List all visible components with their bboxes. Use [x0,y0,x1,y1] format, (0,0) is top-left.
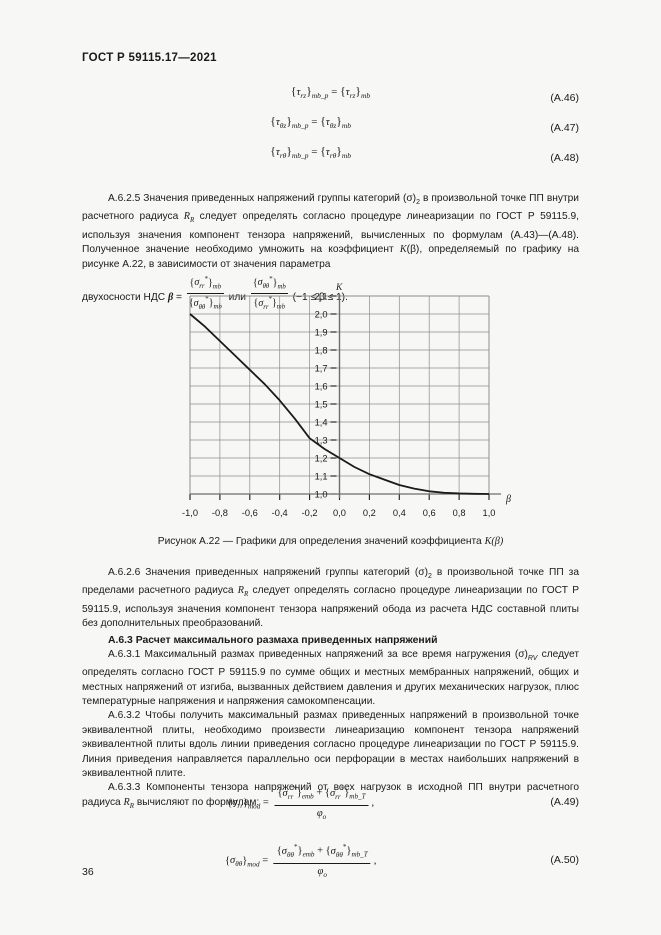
formula-a48-body: {τrθ}mb_р = {τrθ}mb [270,146,351,161]
svg-text:1,1: 1,1 [315,471,328,481]
chart-curve-k-beta [189,313,490,495]
formula-a50-number: (А.50) [550,854,579,866]
svg-text:-0,2: -0,2 [302,508,318,518]
formula-a49-number: (А.49) [550,796,579,808]
beta-or-label: или [228,292,246,304]
figure-caption: Рисунок А.22 — Графики для определения з… [0,536,661,547]
svg-text:0,6: 0,6 [423,508,436,518]
svg-text:-0,4: -0,4 [272,508,288,518]
formula-a49-fraction: {σrr*}emb + {σrr*}mb_T φo [274,782,369,824]
beta-definition-formula: двухосности НДС β = {σrr*}mb {σθθ*}mb ил… [82,274,579,314]
formula-a47-body: {τθz}mb_р = {τθz}mb [270,116,351,131]
svg-text:1,8: 1,8 [315,345,328,355]
svg-text:2,1: 2,1 [315,291,328,301]
formula-a50: {σθθ}mod = {σθθ*}emb + {σθθ*}mb_T φo , (… [82,838,579,882]
formula-a49: {σrr}mod = {σrr*}emb + {σrr*}mb_T φo , (… [82,780,579,824]
beta-prefix-label: двухосности НДС [82,292,166,304]
beta-range-label: (−1 ≤ β ≤ 1). [292,292,348,304]
paragraph-a632: А.6.3.2 Чтобы получить максимальный разм… [82,710,579,779]
formula-a46: {τrz}mb_р = {τrz}mb (А.46) [82,86,579,116]
svg-text:1,5: 1,5 [315,399,328,409]
figure-caption-symbol: K(β) [484,536,504,547]
paragraph-a626: А.6.2.6 Значения приведенных напряжений … [82,567,579,630]
paragraph-a633: А.6.3.3 Компоненты тензора напряжений от… [82,782,579,810]
svg-text:1,2: 1,2 [315,453,328,463]
formula-a50-body: {σθθ}mod = {σθθ*}emb + {σθθ*}mb_T φo , [225,840,376,882]
chart-plot-area: 1,0 1,1 1,2 1,3 1,4 1,5 1,6 1,7 1,8 1,9 2,0 2,1 -1,… [176,286,503,524]
document-content-lower: А.6.2.6 Значения приведенных напряжений … [82,566,579,814]
svg-text:1,6: 1,6 [315,381,328,391]
svg-text:2,0: 2,0 [315,309,328,319]
formula-a48-number: (А.48) [550,152,579,164]
chart-svg: 1,0 1,1 1,2 1,3 1,4 1,5 1,6 1,7 1,8 1,9 2,0 2,1 -1,… [182,291,501,518]
formula-a47: {τθz}mb_р = {τθz}mb (А.47) [82,116,579,146]
formula-a49-body: {σrr}mod = {σrr*}emb + {σrr*}mb_T φo , [227,782,374,824]
section-heading-a63: А.6.3 Расчет максимального размаха приве… [108,634,438,646]
chart-x-tick-labels: -1,0 -0,8 -0,6 -0,4 -0,2 0,0 0,2 0,4 0,6 0,8 1,0 [182,508,495,518]
svg-text:0,8: 0,8 [453,508,466,518]
svg-text:0,0: 0,0 [333,508,346,518]
document-content: {τrz}mb_р = {τrz}mb (А.46) {τθz}mb_р = {… [82,86,579,314]
svg-text:-0,8: -0,8 [212,508,228,518]
formula-a50-fraction: {σθθ*}emb + {σθθ*}mb_T φo [273,840,371,882]
svg-text:0,4: 0,4 [393,508,406,518]
beta-fraction-2: {σθθ*}mb {σrr*}mb [250,276,288,311]
svg-text:-1,0: -1,0 [182,508,198,518]
page-header: ГОСТ Р 59115.17—2021 [82,52,217,64]
svg-text:1,0: 1,0 [483,508,496,518]
bottom-formulas: {σrr}mod = {σrr*}emb + {σrr*}mb_T φo , (… [82,780,579,882]
svg-text:1,3: 1,3 [315,435,328,445]
formula-a46-number: (А.46) [550,92,579,104]
svg-text:-0,6: -0,6 [242,508,258,518]
svg-text:0,2: 0,2 [363,508,376,518]
formula-a46-body: {τrz}mb_р = {τrz}mb [290,86,371,101]
formula-a47-number: (А.47) [550,122,579,134]
chart-y-axis-label: K [336,283,343,293]
svg-text:1,7: 1,7 [315,363,328,373]
svg-text:1,9: 1,9 [315,327,328,337]
figure-caption-text: Рисунок А.22 — Графики для определения з… [157,536,482,547]
chart-x-axis-label: β [506,494,511,505]
formula-a48: {τrθ}mb_р = {τrθ}mb (А.48) [82,146,579,176]
page-number: 36 [82,866,94,878]
paragraph-a625: А.6.2.5 Значения приведенных напряжений … [82,193,580,270]
svg-text:1,4: 1,4 [315,417,328,427]
chart-tickmarks [189,294,501,500]
paragraph-a631: А.6.3.1 Максимальный размах приведенных … [82,648,579,707]
svg-text:1,0: 1,0 [315,489,328,499]
chart-y-tick-labels: 1,0 1,1 1,2 1,3 1,4 1,5 1,6 1,7 1,8 1,9 2,0 2,1 [315,291,328,499]
beta-fraction-1: {σrr*}mb {σθθ*}mb [186,276,224,311]
